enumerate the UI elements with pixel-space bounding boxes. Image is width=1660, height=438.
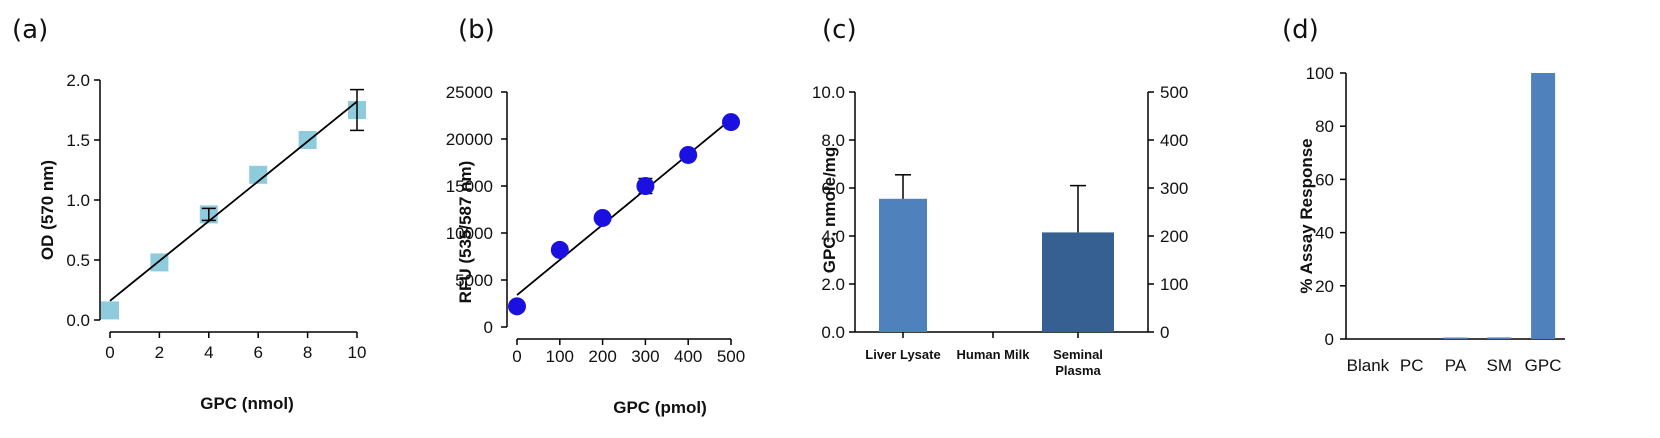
panel-label-a: (a) <box>12 15 48 45</box>
panel-label-b: (b) <box>458 15 495 45</box>
fit-line <box>516 118 732 296</box>
category-label: GPC <box>1525 356 1562 375</box>
y-tick-label: 0 <box>484 318 493 337</box>
x-tick-label: 200 <box>588 347 616 366</box>
chart-b-ylabel: RFU (535/587 nm) <box>456 161 475 304</box>
y-tick-label: 5000 <box>455 271 493 290</box>
x-tick-label: 300 <box>631 347 659 366</box>
category-label: Blank <box>1347 356 1390 375</box>
y-tick-label: 25000 <box>446 83 493 102</box>
y2-tick-label: 200 <box>1160 227 1188 246</box>
y-tick-label: 80 <box>1315 117 1334 136</box>
x-tick-label: 0 <box>105 343 114 362</box>
chart-c-ylabel: GPC, nmole/mg <box>820 147 839 274</box>
panel-label-d: (d) <box>1282 15 1319 45</box>
panel-label-c: (c) <box>822 15 857 45</box>
y-tick-label: 20 <box>1315 277 1334 296</box>
y-tick-label: 0.5 <box>66 251 90 270</box>
y-tick-label: 40 <box>1315 224 1334 243</box>
bar <box>1042 232 1114 332</box>
x-tick-label: 2 <box>155 343 164 362</box>
y2-tick-label: 400 <box>1160 131 1188 150</box>
category-label: Plasma <box>1055 363 1101 378</box>
category-label: Liver Lysate <box>865 347 940 362</box>
bar <box>1487 337 1512 339</box>
chart-b: GPC (pmol) RFU (535/587 nm) 050001000015… <box>446 83 745 417</box>
data-point <box>249 165 268 184</box>
data-point <box>593 208 612 227</box>
y-tick-label: 20000 <box>446 130 493 149</box>
x-tick-label: 100 <box>546 347 574 366</box>
x-tick-label: 6 <box>253 343 262 362</box>
category-label: Human Milk <box>957 347 1031 362</box>
chart-a-ylabel: OD (570 nm) <box>38 160 57 260</box>
chart-a: GPC (nmol) OD (570 nm) 0.0 0.5 1.0 1.5 2.0 0 2… <box>38 71 366 413</box>
data-point <box>101 301 119 320</box>
category-label: PA <box>1445 356 1467 375</box>
x-tick-label: 400 <box>674 347 702 366</box>
y-tick-label: 10000 <box>446 224 493 243</box>
y-tick-label: 100 <box>1306 64 1334 83</box>
y-tick-label: 1.5 <box>66 131 90 150</box>
y-tick-label: 0.0 <box>66 311 90 330</box>
y-tick-label: 10.0 <box>812 83 845 102</box>
chart-d-ylabel: % Assay Response <box>1297 138 1316 293</box>
category-label: Seminal <box>1053 347 1103 362</box>
data-point <box>508 297 526 316</box>
y-tick-label: 8.0 <box>821 131 845 150</box>
bar <box>879 198 927 332</box>
data-point <box>722 113 740 132</box>
y2-tick-label: 500 <box>1160 83 1188 102</box>
y-tick-label: 0.0 <box>821 323 845 342</box>
x-tick-label: 10 <box>348 343 367 362</box>
data-point <box>679 145 698 164</box>
y-tick-label: 6.0 <box>821 179 845 198</box>
x-tick-label: 4 <box>204 343 213 362</box>
y2-tick-label: 300 <box>1160 179 1188 198</box>
x-tick-label: 0 <box>512 347 521 366</box>
x-tick-label: 500 <box>717 347 745 366</box>
bar <box>1443 337 1468 339</box>
fit-line <box>109 100 358 302</box>
y2-tick-label: 0 <box>1160 323 1169 342</box>
data-point <box>550 240 569 259</box>
category-label: SM <box>1487 356 1513 375</box>
chart-d: % Assay Response 0 20 40 60 80 100 Blank PC PA SM… <box>1297 64 1565 375</box>
y-tick-label: 1.0 <box>66 191 90 210</box>
chart-a-xlabel: GPC (nmol) <box>200 394 294 413</box>
data-point <box>636 177 655 195</box>
bar <box>1531 73 1556 339</box>
y-tick-label: 4.0 <box>821 227 845 246</box>
y-tick-label: 2.0 <box>821 275 845 294</box>
y-tick-label: 60 <box>1315 170 1334 189</box>
y2-tick-label: 100 <box>1160 275 1188 294</box>
y-tick-label: 15000 <box>446 177 493 196</box>
x-tick-label: 8 <box>303 343 312 362</box>
chart-c: GPC, nmole/mg 0.0 2.0 4.0 6.0 8.0 10.0 0 100 200… <box>812 83 1188 378</box>
y-tick-label: 0 <box>1325 330 1334 349</box>
y-tick-label: 2.0 <box>66 71 90 90</box>
category-label: PC <box>1400 356 1424 375</box>
chart-b-xlabel: GPC (pmol) <box>613 398 707 417</box>
